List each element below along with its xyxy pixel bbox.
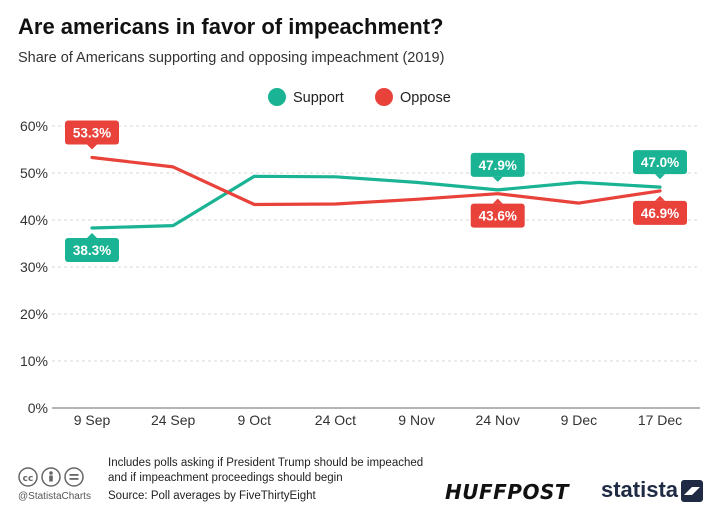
footer-note-line2: and if impeachment proceedings should be… — [108, 472, 343, 484]
data-label-text: 47.0% — [641, 155, 679, 170]
x-tick-label: 17 Dec — [638, 412, 682, 428]
data-label-oppose: 53.3% — [65, 120, 119, 150]
statista-brand: statista — [601, 477, 679, 502]
series-line-oppose — [90, 155, 662, 207]
data-label-text: 47.9% — [479, 158, 517, 173]
data-label-oppose: 46.9% — [633, 195, 687, 225]
line-chart: 0% 10% 20% 30% 40% 50% 60% 9 Sep 24 Sep 9 Oct 24 O… — [20, 88, 700, 428]
x-tick-label: 24 Nov — [476, 412, 520, 428]
legend-marker-support — [268, 88, 286, 106]
data-label-box — [470, 152, 525, 177]
y-tick-label: 30% — [20, 259, 48, 275]
data-label-support: 38.3% — [65, 232, 119, 262]
x-tick-label: 24 Oct — [315, 412, 356, 428]
data-label-box — [633, 200, 687, 225]
chart-subtitle: Share of Americans supporting and opposi… — [18, 50, 445, 66]
y-tick-label: 40% — [20, 212, 48, 228]
x-tick-label: 9 Dec — [561, 412, 598, 428]
legend-label-support: Support — [293, 90, 344, 106]
data-label-box — [470, 203, 525, 228]
legend-label-oppose: Oppose — [400, 90, 451, 106]
data-label-oppose: 43.6% — [470, 198, 525, 228]
y-tick-label: 0% — [28, 400, 48, 416]
data-label-box — [65, 237, 119, 262]
y-tick-label: 10% — [20, 353, 48, 369]
x-tick-label: 9 Nov — [398, 412, 435, 428]
data-label-text: 38.3% — [73, 243, 111, 258]
y-tick-label: 60% — [20, 118, 48, 134]
data-label-text: 53.3% — [73, 125, 111, 140]
data-label-pointer — [655, 195, 665, 201]
data-label-box — [65, 120, 119, 145]
legend-marker-oppose — [375, 88, 393, 106]
x-tick-label: 9 Sep — [74, 412, 111, 428]
statista-logo-icon — [681, 480, 703, 502]
huffpost-logo: HUFFPOST — [445, 480, 570, 504]
data-label-pointer — [87, 232, 97, 238]
series-line-support — [90, 174, 662, 230]
data-label-box — [633, 150, 687, 175]
y-tick-label: 50% — [20, 165, 48, 181]
footer-note-line1: Includes polls asking if President Trump… — [108, 457, 424, 469]
data-label-support: 47.9% — [470, 152, 525, 182]
x-tick-label: 24 Sep — [151, 412, 196, 428]
data-label-support: 47.0% — [633, 150, 687, 180]
y-tick-label: 20% — [20, 306, 48, 322]
creative-commons-icons: cc — [18, 467, 84, 487]
data-label-text: 46.9% — [641, 206, 679, 221]
data-label-pointer — [492, 176, 503, 182]
data-label-pointer — [492, 198, 503, 204]
data-label-pointer — [87, 144, 97, 150]
statista-handle: @StatistaCharts — [18, 491, 91, 502]
data-label-text: 43.6% — [479, 209, 517, 224]
data-label-pointer — [655, 174, 665, 180]
x-tick-label: 9 Oct — [238, 412, 272, 428]
chart-title: Are americans in favor of impeachment? — [18, 14, 444, 39]
footer-source: Source: Poll averages by FiveThirtyEight — [108, 490, 316, 502]
svg-text:cc: cc — [23, 474, 34, 484]
